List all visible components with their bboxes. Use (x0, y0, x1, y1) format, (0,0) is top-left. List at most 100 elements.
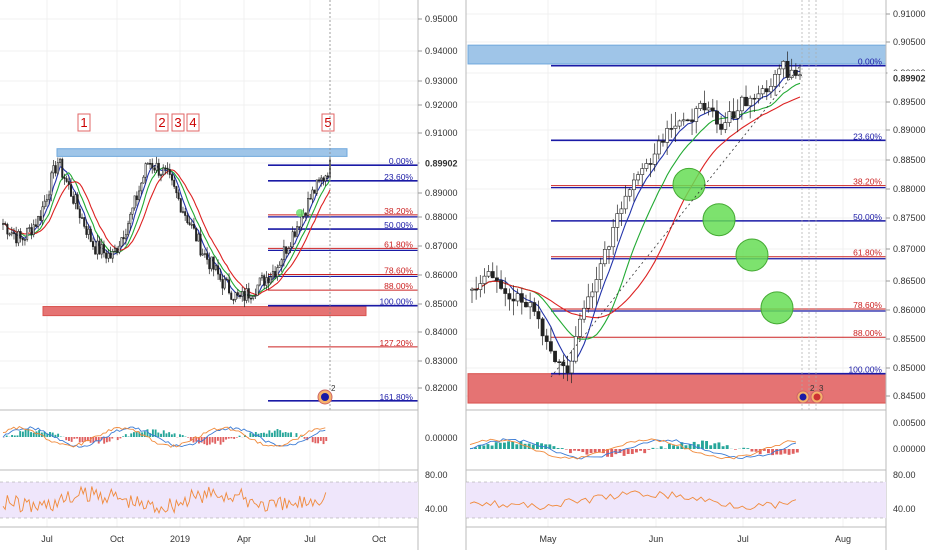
candle-body (769, 86, 772, 92)
left-chart: 0.00%23.60%38.20%50.00%61.80%78.60%88.00… (0, 0, 466, 550)
y-tick-label: 0.90500 (893, 37, 926, 47)
macd-histogram-bar (22, 432, 24, 437)
candle-body (314, 190, 315, 193)
macd-histogram-bar (57, 434, 59, 437)
macd-histogram-bar (73, 437, 75, 439)
candle-body (244, 291, 245, 300)
svg-text:2: 2 (810, 384, 815, 393)
macd-histogram-bar (320, 437, 322, 441)
macd-histogram-bar (503, 443, 506, 449)
candle-body (645, 163, 648, 168)
candle-body (288, 248, 289, 253)
macd-histogram-bar (160, 434, 162, 437)
macd-histogram-bar (103, 437, 105, 444)
candle-body (666, 128, 669, 142)
candle-body (130, 214, 131, 223)
macd-histogram-bar (282, 433, 284, 437)
candle-body (257, 285, 258, 296)
candle-body (549, 342, 552, 352)
candle-body (51, 173, 52, 195)
fib-level-label: 0.00% (858, 57, 883, 67)
candle-body (728, 112, 731, 123)
candle-body (127, 224, 128, 235)
candle-body (209, 259, 210, 268)
resistance-zone[interactable] (57, 149, 347, 157)
candle-body (191, 224, 192, 225)
candle-body (136, 196, 137, 200)
candle-body (475, 289, 478, 290)
candle-body (603, 249, 606, 263)
candle-body (255, 295, 256, 296)
candle-body (152, 163, 153, 168)
bounce-circle[interactable] (673, 168, 705, 200)
fib-level-label: 161.80% (379, 392, 413, 402)
candle-body (487, 271, 490, 276)
candle-body (94, 247, 95, 254)
candle-body (483, 276, 486, 283)
candle-body (48, 195, 49, 200)
candle-body (202, 254, 203, 255)
right-rsi-band (466, 482, 886, 518)
macd-histogram-bar (726, 445, 729, 449)
macd-histogram-bar (705, 441, 708, 449)
candle-body (195, 228, 196, 241)
macd-histogram-bar (722, 446, 725, 449)
macd-histogram-bar (130, 433, 132, 437)
macd-histogram-bar (312, 437, 314, 442)
candle-body (44, 201, 45, 207)
candle-body (217, 266, 218, 274)
candle-body (318, 180, 319, 181)
candle-body (312, 190, 313, 199)
bounce-circle[interactable] (736, 239, 768, 271)
fib-level-label: 100.00% (379, 297, 413, 307)
candle-body (134, 196, 135, 208)
bounce-circle[interactable] (703, 204, 735, 236)
macd-histogram-bar (117, 437, 119, 440)
candle-body (782, 61, 785, 69)
left-macd-pane (3, 427, 327, 448)
candle-body (628, 190, 631, 196)
y-tick-label: 0.83000 (425, 356, 458, 366)
macd-histogram-bar (125, 434, 127, 437)
candle-body (222, 280, 223, 289)
candle-body (68, 181, 69, 184)
candle-body (250, 298, 251, 299)
candle-body (294, 232, 295, 237)
candle-body (79, 209, 80, 218)
macd-histogram-bar (163, 430, 165, 437)
y-tick-label: 0.87000 (893, 244, 926, 254)
macd-histogram-bar (231, 437, 233, 438)
rsi-tick-label: 40.00 (425, 504, 448, 514)
candle-body (211, 257, 212, 269)
rsi-tick-label: 80.00 (893, 470, 916, 480)
support-zone[interactable] (43, 307, 366, 316)
x-tick-label: Jul (41, 534, 53, 544)
resistance-zone[interactable] (468, 45, 886, 64)
bounce-circle[interactable] (761, 292, 793, 324)
candle-body (22, 238, 23, 240)
macd-histogram-bar (755, 449, 758, 452)
candle-body (649, 163, 652, 164)
candle-body (226, 279, 227, 280)
candle-body (171, 175, 172, 181)
y-tick-label: 0.89000 (425, 188, 458, 198)
candle-body (495, 278, 498, 281)
candle-body (92, 241, 93, 246)
candle-body (504, 289, 507, 294)
right-price-axis: 0.910000.905000.900000.895000.890000.885… (886, 9, 932, 514)
candle-body (57, 163, 58, 173)
macd-histogram-bar (119, 437, 121, 438)
left-main-pane[interactable] (0, 0, 418, 410)
macd-histogram-bar (98, 437, 100, 444)
macd-histogram-bar (133, 432, 135, 437)
macd-histogram-bar (206, 437, 208, 445)
macd-histogram-bar (268, 430, 270, 437)
left-event-dot-icon (321, 393, 329, 401)
macd-histogram-bar (751, 449, 754, 451)
candle-body (11, 233, 12, 234)
macd-histogram-bar (561, 448, 564, 449)
candle-body (15, 234, 16, 243)
macd-histogram-bar (557, 448, 560, 449)
candle-body (160, 175, 161, 176)
wave-label: 5 (324, 115, 331, 130)
